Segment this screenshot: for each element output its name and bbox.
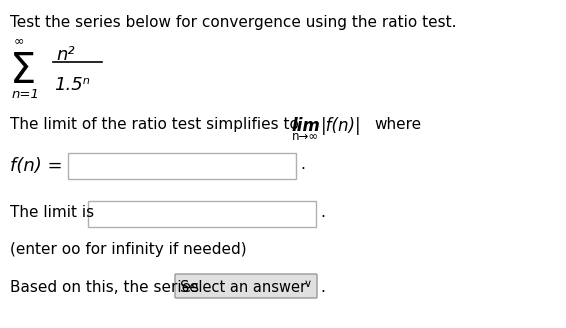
Text: n²: n² — [56, 46, 75, 64]
Text: Σ: Σ — [10, 50, 36, 92]
Text: The limit of the ratio test simplifies to: The limit of the ratio test simplifies t… — [10, 117, 299, 132]
Text: Based on this, the series: Based on this, the series — [10, 280, 199, 295]
Text: where: where — [374, 117, 421, 132]
FancyBboxPatch shape — [68, 153, 296, 179]
Text: Select an answer: Select an answer — [180, 280, 306, 295]
Text: 1.5ⁿ: 1.5ⁿ — [54, 76, 90, 94]
Text: .: . — [300, 157, 305, 172]
Text: ∞: ∞ — [14, 34, 24, 47]
Text: The limit is: The limit is — [10, 205, 94, 220]
Text: (enter oo for infinity if needed): (enter oo for infinity if needed) — [10, 242, 247, 257]
FancyBboxPatch shape — [88, 201, 316, 227]
Text: lim: lim — [291, 117, 320, 135]
Text: n→∞: n→∞ — [292, 130, 319, 143]
Text: .: . — [320, 280, 325, 295]
Text: Test the series below for convergence using the ratio test.: Test the series below for convergence us… — [10, 15, 457, 30]
Text: n=1: n=1 — [12, 88, 40, 101]
Text: |f(n)|: |f(n)| — [321, 117, 362, 135]
Text: f(n) =: f(n) = — [10, 157, 63, 175]
Text: ∨: ∨ — [304, 279, 312, 289]
Text: .: . — [320, 205, 325, 220]
FancyBboxPatch shape — [175, 274, 317, 298]
